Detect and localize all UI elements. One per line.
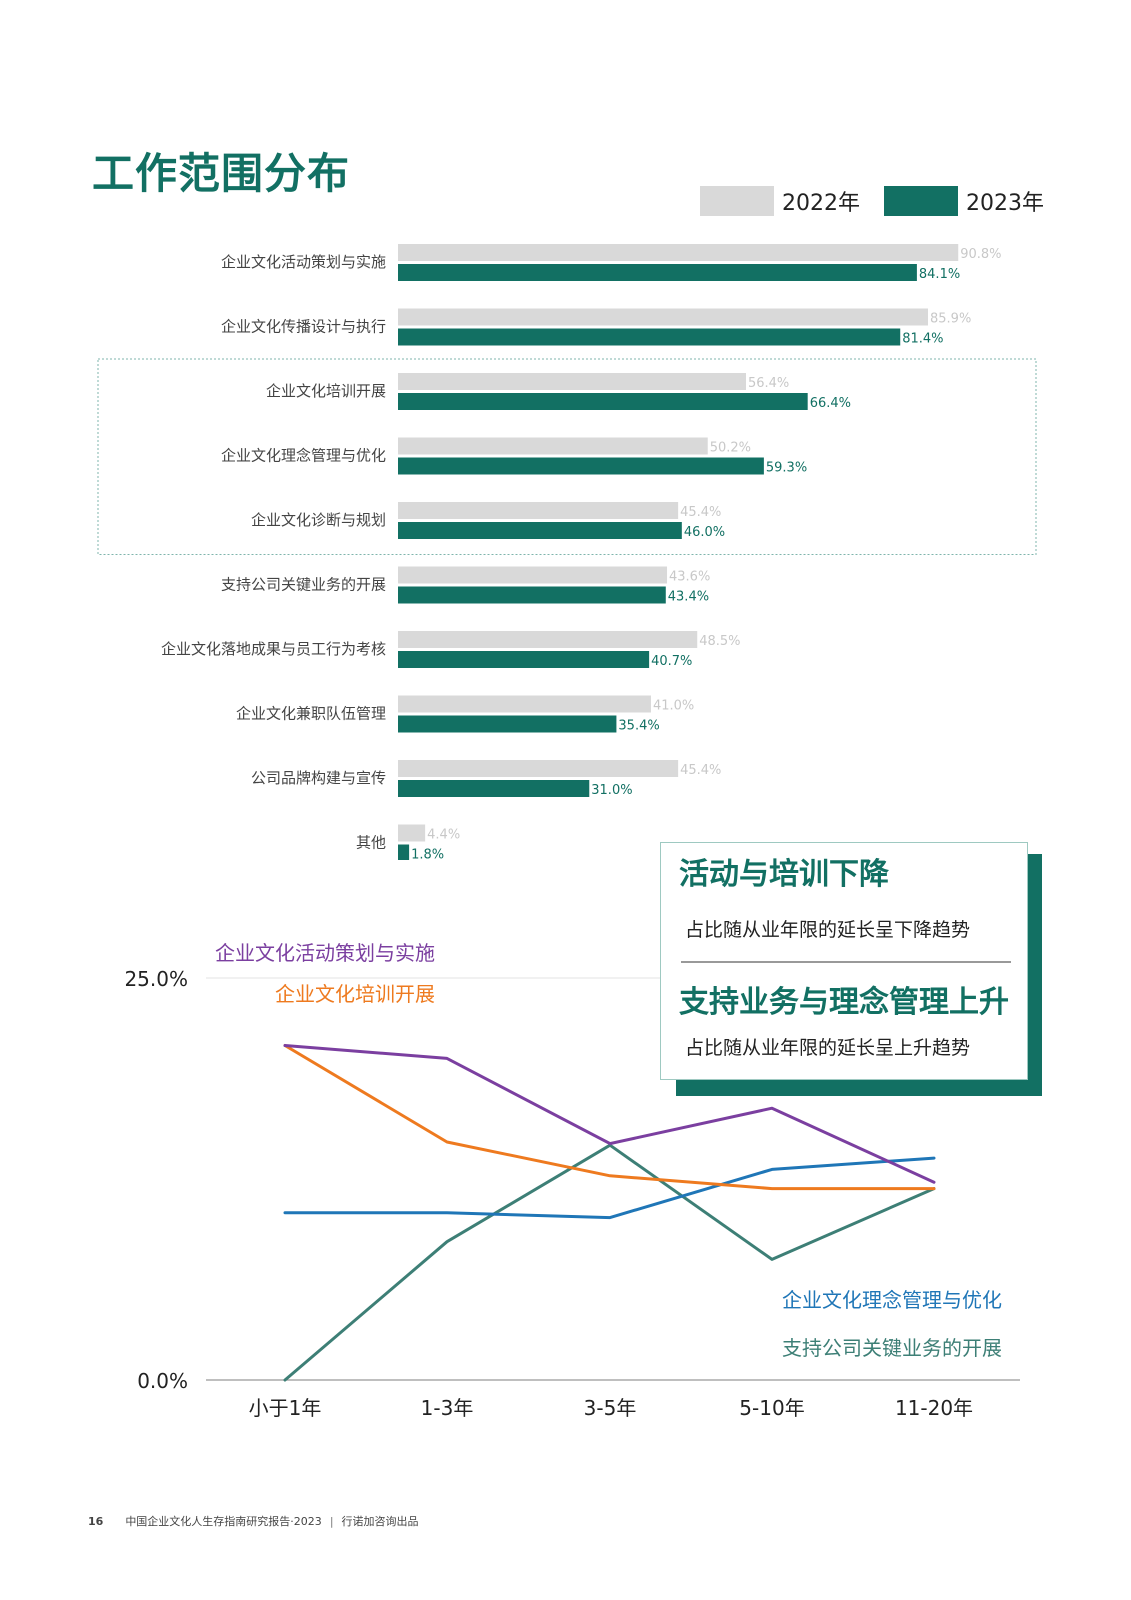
y-tick-label: 25.0%	[124, 967, 188, 991]
category-label: 企业文化活动策划与实施	[221, 253, 386, 271]
page-number: 16	[88, 1515, 104, 1528]
bar-2022	[398, 244, 959, 261]
bar-chart: 企业文化活动策划与实施 90.8%84.1% 企业文化传播设计与执行 85.9% 81.…	[97, 244, 1037, 861]
footer-separator: |	[329, 1515, 334, 1528]
category-label: 企业文化诊断与规划	[251, 511, 386, 529]
legend-label-2022: 2022年	[782, 191, 860, 216]
value-label-2022: 45.4%	[680, 505, 721, 520]
value-label-2022: 90.8%	[960, 247, 1001, 262]
legend-swatch-2022	[700, 186, 774, 216]
publisher: 行诺加咨询出品	[341, 1515, 419, 1528]
bar-2022	[398, 631, 698, 648]
callout-divider	[681, 961, 1011, 963]
value-label-2023: 35.4%	[618, 719, 659, 734]
category-label: 企业文化落地成果与员工行为考核	[161, 640, 386, 658]
x-tick-label: 5-10年	[739, 1396, 804, 1420]
value-label-2023: 81.4%	[902, 332, 943, 347]
value-label-2022: 48.5%	[699, 634, 740, 649]
callout-sub-rise: 占比随从业年限的延长呈上升趋势	[685, 1037, 971, 1059]
bar-2023	[398, 651, 650, 668]
report-name: 中国企业文化人生存指南研究报告·2023	[125, 1515, 322, 1528]
value-label-2023: 84.1%	[919, 267, 960, 282]
value-label-2022: 50.2%	[710, 441, 751, 456]
value-label-2022: 41.0%	[653, 699, 694, 714]
category-label: 企业文化理念管理与优化	[221, 447, 386, 465]
bar-2022	[398, 695, 651, 713]
category-label: 企业文化兼职队伍管理	[236, 705, 386, 723]
x-tick-label: 3-5年	[584, 1396, 637, 1420]
legend-item-2023: 2023年	[884, 184, 1044, 218]
value-label-2023: 31.0%	[591, 783, 632, 798]
series-line	[283, 1044, 936, 1191]
bar-2022	[398, 566, 668, 584]
bar-2022	[398, 437, 708, 455]
bar-2022	[398, 308, 929, 326]
callout-sub-decline: 占比随从业年限的延长呈下降趋势	[685, 919, 971, 941]
bar-2022	[398, 760, 679, 777]
category-label: 支持公司关键业务的开展	[221, 576, 386, 594]
legend-swatch-2023	[884, 186, 958, 216]
value-label-2023: 1.8%	[411, 848, 444, 861]
series-label: 企业文化培训开展	[275, 982, 435, 1006]
callout-heading-decline: 活动与培训下降	[679, 857, 889, 892]
legend-item-2022: 2022年	[700, 184, 860, 218]
bar-2023	[398, 844, 410, 860]
highlight-box	[97, 358, 1037, 555]
bar-2022	[398, 373, 746, 390]
footer: 16 中国企业文化人生存指南研究报告·2023 | 行诺加咨询出品	[88, 1513, 419, 1529]
category-label: 其他	[356, 834, 386, 852]
value-label-2022: 45.4%	[680, 763, 721, 778]
x-tick-label: 小于1年	[249, 1396, 322, 1420]
series-label: 支持公司关键业务的开展	[782, 1336, 1002, 1360]
value-label-2023: 43.4%	[668, 590, 709, 605]
value-label-2023: 40.7%	[651, 654, 692, 669]
bar-2023	[398, 715, 617, 733]
value-label-2023: 66.4%	[810, 396, 851, 411]
series-line	[283, 1156, 936, 1220]
y-tick-label: 0.0%	[137, 1369, 188, 1393]
callout-heading-rise: 支持业务与理念管理上升	[679, 985, 1009, 1020]
bar-2023	[398, 457, 764, 475]
series-line	[283, 1044, 936, 1184]
x-tick-label: 1-3年	[421, 1396, 474, 1420]
callout-box: 活动与培训下降 占比随从业年限的延长呈下降趋势 支持业务与理念管理上升 占比随从…	[660, 842, 1028, 1080]
series-line	[283, 1143, 936, 1382]
page-title: 工作范围分布	[92, 149, 351, 198]
value-label-2023: 46.0%	[684, 525, 725, 540]
value-label-2022: 4.4%	[427, 828, 460, 843]
bar-2022	[398, 824, 426, 842]
category-label: 公司品牌构建与宣传	[251, 769, 386, 787]
bar-2023	[398, 264, 917, 281]
value-label-2022: 56.4%	[748, 376, 789, 391]
bar-2023	[398, 393, 808, 410]
bar-2023	[398, 522, 682, 539]
bar-2022	[398, 502, 679, 519]
series-label: 企业文化理念管理与优化	[782, 1288, 1002, 1312]
category-label: 企业文化培训开展	[266, 382, 386, 400]
bar-2023	[398, 780, 590, 797]
value-label-2023: 59.3%	[766, 461, 807, 476]
x-tick-label: 11-20年	[895, 1396, 973, 1420]
value-label-2022: 43.6%	[669, 570, 710, 585]
value-label-2022: 85.9%	[930, 312, 971, 327]
bar-2023	[398, 586, 666, 604]
bar-2023	[398, 328, 901, 346]
category-label: 企业文化传播设计与执行	[221, 318, 386, 336]
series-label: 企业文化活动策划与实施	[215, 941, 435, 965]
legend-label-2023: 2023年	[966, 191, 1044, 216]
